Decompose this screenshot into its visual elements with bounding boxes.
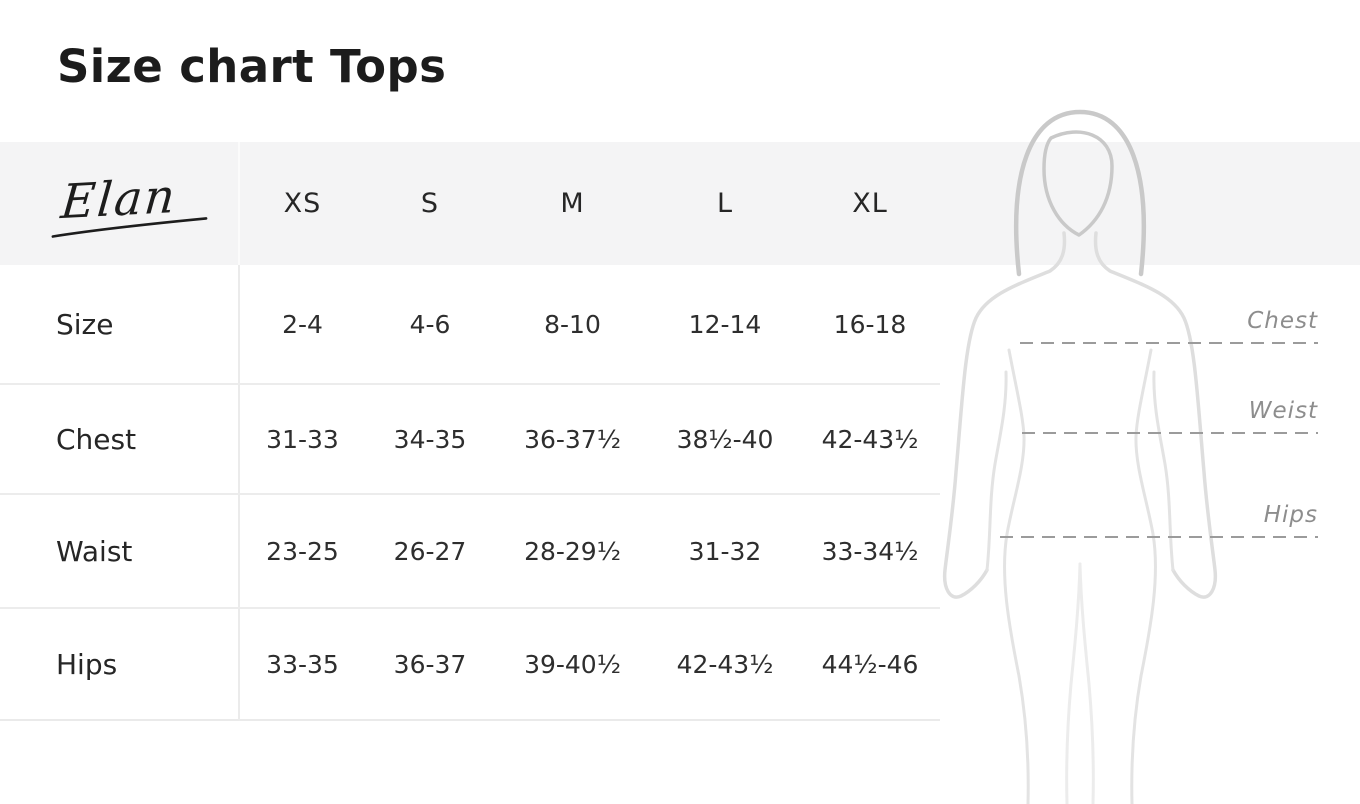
table-cell-chest-l: 38½-40 xyxy=(650,383,800,493)
table-cell-chest-s: 34-35 xyxy=(365,383,495,493)
table-cell-size-s: 4-6 xyxy=(409,309,451,339)
row-label-chest: Chest xyxy=(0,383,240,493)
woman-silhouette-illustration xyxy=(942,109,1218,804)
table-cell-hips-m: 39-40½ xyxy=(495,607,650,721)
hips-measure-line xyxy=(1000,536,1318,538)
table-cell-hips-l: 42-43½ xyxy=(650,607,800,721)
right-arm-outline xyxy=(1093,231,1218,599)
right-inner-arm xyxy=(1152,370,1175,572)
chest-measure-line xyxy=(1020,342,1318,344)
right-torso-leg xyxy=(1130,348,1157,804)
chest-measure-label: Chest xyxy=(1247,308,1318,334)
waist-measure-label: Weist xyxy=(1248,398,1318,424)
table-cell-waist-xl: 33-34½ xyxy=(800,493,940,607)
table-cell-size-xs: 2-4 xyxy=(282,309,323,339)
table-cell-hips-xl: 44½-46 xyxy=(800,607,940,721)
row-label-hips: Hips xyxy=(0,607,240,721)
left-inner-leg xyxy=(1065,562,1082,804)
table-cell-size-l: 12-14 xyxy=(688,309,762,339)
table-cell-size-m: 8-10 xyxy=(544,309,601,339)
hair-outline xyxy=(1014,109,1146,277)
brand-logo-cell: Elan xyxy=(0,142,240,265)
table-cell-hips-xs: 33-35 xyxy=(240,607,365,721)
row-label-size: Size xyxy=(0,265,240,383)
waist-measure-line xyxy=(1022,432,1318,434)
table-cell-waist-m: 28-29½ xyxy=(495,493,650,607)
table-cell-waist-l: 31-32 xyxy=(650,493,800,607)
hips-measure-label: Hips xyxy=(1263,502,1318,528)
column-header-l: L xyxy=(716,188,734,219)
table-cell-waist-s: 26-27 xyxy=(365,493,495,607)
page-title: Size chart Tops xyxy=(57,40,447,93)
table-cell-size-xl: 16-18 xyxy=(833,309,907,339)
table-cell-chest-xs: 31-33 xyxy=(240,383,365,493)
table-cell-waist-xs: 23-25 xyxy=(240,493,365,607)
face-outline xyxy=(1042,130,1114,237)
brand-logo: Elan xyxy=(51,169,208,238)
left-inner-arm xyxy=(985,370,1008,572)
column-header-xs: XS xyxy=(283,188,322,219)
table-cell-chest-m: 36-37½ xyxy=(495,383,650,493)
column-header-s: S xyxy=(420,188,440,219)
size-table: Elan XS S M L XL Size 2-4 4-6 8-10 12-14… xyxy=(0,142,940,721)
table-header-band xyxy=(0,142,1360,265)
right-inner-leg xyxy=(1078,562,1095,804)
column-header-xl: XL xyxy=(852,188,888,219)
column-header-m: M xyxy=(560,188,585,219)
table-cell-chest-xl: 42-43½ xyxy=(800,383,940,493)
table-cell-hips-s: 36-37 xyxy=(365,607,495,721)
left-arm-outline xyxy=(942,231,1067,599)
row-label-waist: Waist xyxy=(0,493,240,607)
left-torso-leg xyxy=(1003,348,1030,804)
logo-underline-flourish xyxy=(51,217,208,238)
